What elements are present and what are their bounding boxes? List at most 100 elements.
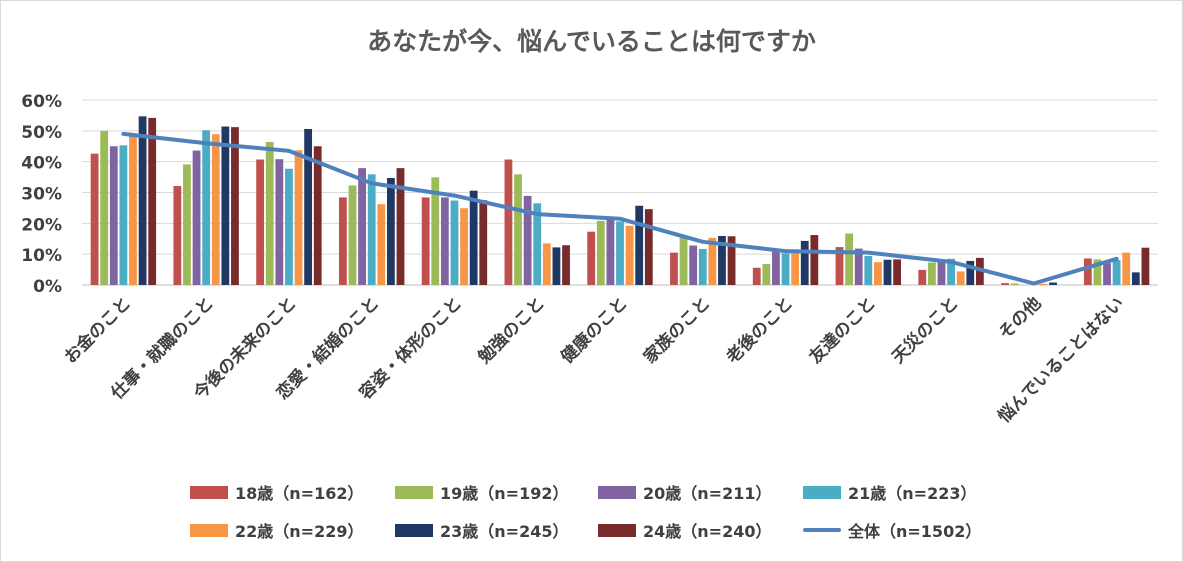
bar [440,197,449,285]
bar [552,247,561,285]
legend-item-22: 22歳（n=229） [190,518,363,542]
bar [1131,272,1140,285]
bar [460,208,468,285]
bar [1112,260,1121,285]
legend-swatch-23 [395,523,433,537]
bar [431,177,440,285]
bar [202,130,211,285]
x-tick-label: その他 [994,293,1045,344]
legend-item-20: 20歳（n=211） [598,480,771,504]
bar [791,252,800,285]
bar [119,145,128,285]
bar [864,256,873,285]
bar [138,116,147,285]
y-tick-label: 10% [21,246,62,266]
bar [1093,259,1102,285]
bar [927,262,936,285]
x-tick-label: お金のこと [60,293,135,368]
bar [285,168,293,285]
x-tick-label: 友達のこと [805,293,880,368]
legend-swatch-18 [190,485,228,499]
bar [183,164,191,285]
bar-layer [90,116,1150,286]
bar [1083,258,1092,285]
bar [718,235,726,285]
legend-item-21: 21歳（n=223） [803,480,976,504]
bar [396,168,405,285]
bar [918,269,927,285]
bar [835,247,844,285]
legend-swatch-22 [190,523,228,537]
bar [542,243,551,285]
x-tick-label: 天災のこと [888,293,962,367]
legend-swatch-20 [598,485,636,499]
legend-item-overall: 全体（n=1502） [803,518,981,542]
x-tick-label: 勉強のこと [473,293,549,369]
bar [854,248,863,285]
line-layer [121,131,1119,286]
bar [533,203,542,285]
y-tick-label: 50% [21,123,62,143]
bar [192,150,201,285]
bar [304,128,313,285]
bar [294,150,303,285]
bar [562,245,570,285]
bar [90,153,99,285]
legend-swatch-overall [803,528,841,532]
bar [966,260,975,285]
bar [348,185,357,285]
bar [937,260,946,285]
bar [596,220,605,285]
bar [762,264,771,285]
bar [358,168,366,285]
bar [956,271,965,285]
bar [377,204,386,285]
bar [689,245,698,285]
legend-label-21: 21歳（n=223） [848,484,977,503]
y-tick-label: 40% [21,154,62,174]
bar [708,237,717,285]
bar [1001,283,1009,285]
legend-swatch-21 [803,485,841,499]
bar [727,236,736,285]
legend-item-24: 24歳（n=240） [598,518,771,542]
bar [504,159,513,285]
bar [231,127,239,285]
bar [606,217,615,285]
bar [469,190,478,285]
bar [587,231,596,285]
legend-label-22: 22歳（n=229） [235,522,364,541]
bar [1010,283,1019,285]
legend-label-18: 18歳（n=162） [235,484,364,503]
legend-item-23: 23歳（n=245） [395,518,568,542]
bar [173,186,182,285]
x-tick-label: 老後のこと [721,293,797,369]
bar [265,141,274,285]
bar [893,259,902,285]
bar [874,262,882,285]
bar [100,130,109,285]
bar [679,236,688,285]
plot-area: 0%10%20%30%40%50%60%お金のこと仕事・就職のこと今後の未来のこ… [21,92,1158,427]
bar [129,134,137,285]
bar [772,251,780,285]
bar [947,258,955,285]
bar [883,259,892,285]
bar [514,174,522,285]
bar [523,195,532,285]
legend-swatch-24 [598,523,636,537]
y-tick-label: 30% [21,185,62,205]
y-tick-label: 0% [33,277,62,297]
bar [616,221,624,285]
bar [781,253,790,285]
bar [450,200,459,285]
y-tick-label: 60% [21,92,62,112]
bar [221,126,230,286]
bar [1039,283,1048,285]
y-tick-label: 20% [21,215,62,235]
legend-label-19: 19歳（n=192） [440,484,569,503]
bar [752,267,761,285]
legend-label-overall: 全体（n=1502） [848,522,982,541]
bar [800,240,809,285]
bar [698,248,707,285]
